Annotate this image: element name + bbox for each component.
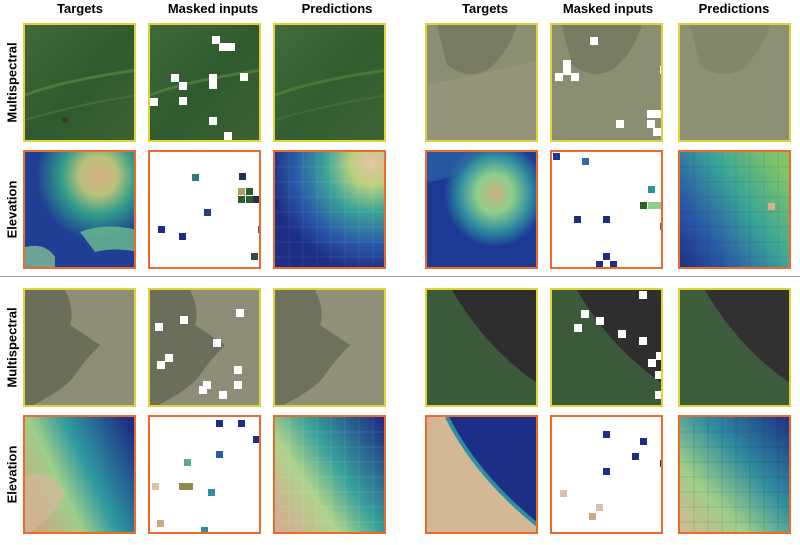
panel-target-multispectral-4 bbox=[425, 288, 538, 407]
panel-target-elevation-2 bbox=[425, 150, 538, 269]
row-label-elevation-bottom: Elevation bbox=[4, 445, 20, 504]
section-divider bbox=[0, 276, 800, 277]
row-label-elevation-top: Elevation bbox=[4, 180, 20, 239]
row-label-multispectral-top: Multispectral bbox=[4, 42, 20, 123]
col-header-predictions-right: Predictions bbox=[698, 1, 770, 16]
panel-target-multispectral-2 bbox=[425, 23, 538, 142]
panel-prediction-multispectral-4 bbox=[678, 288, 791, 407]
row-label-multispectral-bottom: Multispectral bbox=[4, 307, 20, 388]
panel-prediction-multispectral-3 bbox=[273, 288, 386, 407]
panel-target-multispectral-1 bbox=[23, 23, 136, 142]
col-header-predictions-left: Predictions bbox=[301, 1, 373, 16]
panel-target-multispectral-3 bbox=[23, 288, 136, 407]
panel-target-elevation-3 bbox=[23, 415, 136, 534]
col-header-masked-right: Masked inputs bbox=[562, 1, 654, 16]
panel-masked-multispectral-4 bbox=[550, 288, 663, 407]
panel-masked-elevation-1 bbox=[148, 150, 261, 269]
panel-prediction-elevation-3 bbox=[273, 415, 386, 534]
col-header-masked-left: Masked inputs bbox=[167, 1, 259, 16]
panel-masked-elevation-3 bbox=[148, 415, 261, 534]
col-header-targets-left: Targets bbox=[57, 1, 103, 16]
panel-prediction-multispectral-1 bbox=[273, 23, 386, 142]
panel-masked-multispectral-3 bbox=[148, 288, 261, 407]
panel-masked-elevation-4 bbox=[550, 415, 663, 534]
panel-masked-multispectral-2 bbox=[550, 23, 663, 142]
panel-prediction-multispectral-2 bbox=[678, 23, 791, 142]
panel-prediction-elevation-4 bbox=[678, 415, 791, 534]
col-header-targets-right: Targets bbox=[462, 1, 508, 16]
panel-masked-multispectral-1 bbox=[148, 23, 261, 142]
panel-masked-elevation-2 bbox=[550, 150, 663, 269]
panel-prediction-elevation-1 bbox=[273, 150, 386, 269]
panel-prediction-elevation-2 bbox=[678, 150, 791, 269]
panel-target-elevation-4 bbox=[425, 415, 538, 534]
panel-target-elevation-1 bbox=[23, 150, 136, 269]
